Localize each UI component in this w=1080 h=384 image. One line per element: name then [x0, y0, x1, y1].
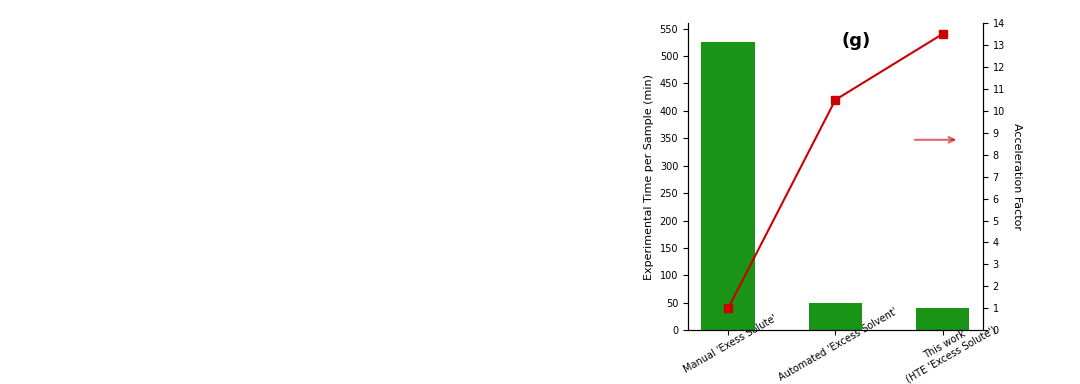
- Y-axis label: Acceleration Factor: Acceleration Factor: [1012, 123, 1022, 230]
- Bar: [916, 308, 970, 330]
- Bar: [701, 42, 755, 330]
- Y-axis label: Experimental Time per Sample (min): Experimental Time per Sample (min): [644, 74, 654, 280]
- Bar: [809, 303, 862, 330]
- Text: (g): (g): [841, 32, 870, 50]
